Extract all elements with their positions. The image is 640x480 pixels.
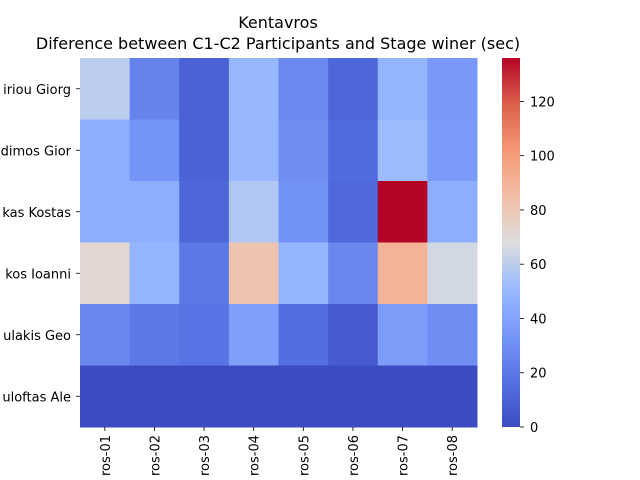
heatmap-cell — [80, 304, 131, 366]
heatmap-cell — [427, 365, 478, 428]
x-axis-tick-labels: ros-01 ros-02 ros-03 ros-04 ros-05 ros-06 ros-… — [99, 427, 461, 476]
x-tick-label: ros-05 — [297, 435, 312, 476]
y-tick-label: uloftas Ale — [2, 390, 71, 405]
x-tick-label: ros-04 — [248, 435, 263, 476]
heatmap-cell — [228, 58, 279, 120]
heatmap-cell — [80, 181, 131, 243]
heatmap-cell — [328, 119, 379, 182]
heatmap-cell — [278, 119, 329, 182]
heatmap-cell — [377, 181, 428, 243]
heatmap-cell — [129, 119, 180, 182]
colorbar-tick-label: 60 — [530, 258, 547, 273]
heatmap-cell — [129, 242, 180, 305]
chart-subtitle: Diference between C1-C2 Participants and… — [36, 34, 520, 53]
y-tick-label: iriou Giorg — [3, 83, 71, 98]
heatmap-cell — [179, 119, 230, 182]
heatmap-cell — [179, 58, 230, 120]
heatmap-cell — [80, 119, 131, 182]
x-tick-label: ros-07 — [397, 435, 412, 476]
y-tick-label: kos Ioanni — [5, 267, 71, 282]
heatmap-cell — [427, 181, 478, 243]
heatmap-cell — [179, 181, 230, 243]
heatmap-cell — [228, 242, 279, 305]
x-tick-label: ros-08 — [446, 435, 461, 476]
heatmap-cell — [278, 304, 329, 366]
colorbar-tick-label: 20 — [530, 367, 547, 382]
heatmap-cell — [129, 304, 180, 366]
chart-title: Kentavros — [238, 13, 318, 32]
y-axis-tick-labels: iriou Giorg dimos Gior kas Kostas kos Ioann… — [1, 83, 80, 405]
heatmap-cell — [80, 365, 131, 428]
heatmap-cell — [129, 58, 180, 120]
x-tick-label: ros-03 — [198, 435, 213, 476]
colorbar-tick-label: 120 — [530, 95, 555, 110]
x-tick-label: ros-01 — [99, 435, 114, 476]
heatmap-cell — [179, 304, 230, 366]
heatmap-cell — [179, 365, 230, 428]
heatmap-cell — [377, 365, 428, 428]
heatmap-cell — [328, 181, 379, 243]
heatmap-cell — [427, 304, 478, 366]
colorbar-tick-label: 0 — [530, 421, 538, 436]
heatmap-cell — [129, 365, 180, 428]
colorbar-tick-label: 40 — [530, 312, 547, 327]
colorbar-tick-label: 100 — [530, 150, 555, 165]
heatmap-cell — [278, 58, 329, 120]
colorbar — [502, 58, 520, 427]
colorbar-tick-label: 80 — [530, 204, 547, 219]
heatmap-cell — [228, 365, 279, 428]
heatmap-cell — [427, 58, 478, 120]
x-tick-label: ros-02 — [148, 435, 163, 476]
heatmap-cell — [328, 304, 379, 366]
heatmap-cell — [278, 365, 329, 428]
heatmap-cell — [328, 242, 379, 305]
y-tick-label: dimos Gior — [1, 144, 72, 159]
heatmap-cell — [179, 242, 230, 305]
heatmap-cell — [228, 304, 279, 366]
x-tick-label: ros-06 — [347, 435, 362, 476]
heatmap-cell — [328, 365, 379, 428]
heatmap-cell — [228, 181, 279, 243]
heatmap-cell — [228, 119, 279, 182]
heatmap-cell — [278, 242, 329, 305]
heatmap-cell — [80, 242, 131, 305]
heatmap-cell — [377, 242, 428, 305]
heatmap-cell — [80, 58, 131, 120]
heatmap-cell — [377, 304, 428, 366]
heatmap-cells — [80, 58, 478, 428]
heatmap-cell — [377, 119, 428, 182]
y-tick-label: kas Kostas — [2, 206, 71, 221]
heatmap-cell — [328, 58, 379, 120]
heatmap-cell — [129, 181, 180, 243]
heatmap-cell — [427, 119, 478, 182]
heatmap-cell — [377, 58, 428, 120]
heatmap-cell — [427, 242, 478, 305]
y-tick-label: ulakis Geo — [3, 329, 71, 344]
heatmap-cell — [278, 181, 329, 243]
colorbar-tick-labels: 0 20 40 60 80 100 120 — [520, 95, 555, 436]
